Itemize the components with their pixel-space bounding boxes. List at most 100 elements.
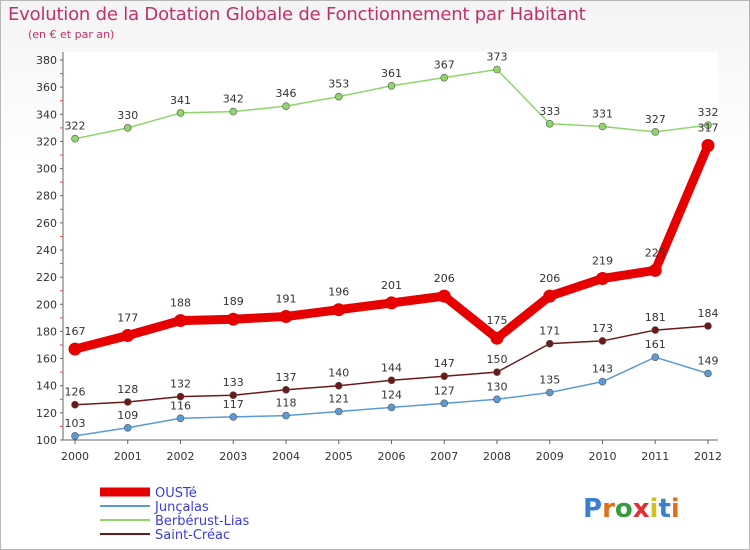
y-tick-label: 340 xyxy=(36,108,57,121)
data-point xyxy=(440,73,449,82)
legend-item: Junçalas xyxy=(100,500,209,515)
data-point xyxy=(334,381,343,390)
data-label: 191 xyxy=(276,293,297,306)
data-point xyxy=(71,400,79,409)
data-point xyxy=(229,413,238,421)
data-label: 181 xyxy=(645,311,666,324)
data-label: 331 xyxy=(592,108,613,121)
data-point xyxy=(71,432,79,440)
y-tick-label: 280 xyxy=(36,190,57,203)
data-point xyxy=(598,337,607,345)
data-label: 126 xyxy=(65,386,86,399)
data-point xyxy=(598,377,607,386)
data-label: 346 xyxy=(276,87,297,100)
y-tick-label: 120 xyxy=(36,407,57,420)
data-point xyxy=(176,414,185,423)
data-label: 206 xyxy=(434,272,455,285)
data-point xyxy=(229,391,238,400)
y-tick-label: 100 xyxy=(36,434,57,447)
y-tick-label: 260 xyxy=(36,217,57,230)
data-label: 173 xyxy=(592,322,613,335)
data-point xyxy=(123,124,132,132)
y-tick-label: 380 xyxy=(36,54,57,67)
data-point xyxy=(226,312,240,326)
y-tick-label: 220 xyxy=(36,271,57,284)
data-label: 373 xyxy=(487,51,508,64)
data-point xyxy=(282,385,290,394)
series-2: 322 330 341 342 346 353 361 367 373 333 331 327 332 xyxy=(65,51,719,143)
data-point xyxy=(437,289,451,303)
x-tick-label: 2003 xyxy=(219,450,247,463)
plot-area xyxy=(63,52,718,440)
data-label: 135 xyxy=(539,374,560,387)
y-tick-label: 180 xyxy=(36,325,57,338)
data-label: 225 xyxy=(645,246,666,259)
data-label: 130 xyxy=(487,380,508,393)
data-point xyxy=(651,128,660,136)
x-tick-label: 2012 xyxy=(694,450,722,463)
data-label: 149 xyxy=(698,355,719,368)
data-label: 177 xyxy=(117,312,138,325)
data-point xyxy=(282,411,290,420)
legend-label: OUSTé xyxy=(155,486,197,501)
logo-text: Proxiti xyxy=(583,494,680,524)
data-point xyxy=(282,102,290,110)
data-point xyxy=(543,289,557,303)
x-tick-label: 2011 xyxy=(641,450,669,463)
data-label: 121 xyxy=(328,393,349,406)
data-label: 188 xyxy=(170,297,191,310)
data-label: 109 xyxy=(117,409,138,422)
data-label: 133 xyxy=(223,376,244,389)
data-point xyxy=(648,263,662,277)
series-1: 103 109 116 117 118 121 124 127 130 135 143 161 149 xyxy=(65,338,719,440)
data-point xyxy=(229,107,238,116)
data-point xyxy=(332,303,346,317)
data-label: 144 xyxy=(381,361,402,374)
x-tick-label: 2002 xyxy=(167,450,195,463)
legend-item: OUSTé xyxy=(100,486,197,501)
data-label: 175 xyxy=(487,314,508,327)
data-point xyxy=(440,372,449,381)
data-point xyxy=(596,272,609,285)
data-label: 219 xyxy=(592,255,613,268)
axes: 100 120 140 160 180 200 220 240 260 280 300 320 340 3… xyxy=(36,52,722,463)
data-label: 361 xyxy=(381,67,402,80)
legend-item: Berbérust-Lias xyxy=(100,514,249,529)
data-point xyxy=(387,403,396,412)
x-tick-label: 2000 xyxy=(61,450,89,463)
data-point xyxy=(493,368,501,376)
data-point xyxy=(387,376,396,385)
data-label: 196 xyxy=(328,286,349,299)
legend-item: Saint-Créac xyxy=(100,528,230,543)
data-point xyxy=(704,322,712,330)
chart-title: Evolution de la Dotation Globale de Fonc… xyxy=(8,4,586,25)
x-tick-label: 2010 xyxy=(589,450,617,463)
data-point xyxy=(704,369,712,378)
data-point xyxy=(174,314,187,328)
data-label: 184 xyxy=(698,307,719,320)
x-tick-label: 2007 xyxy=(430,450,458,463)
y-tick-label: 140 xyxy=(36,380,57,393)
data-point xyxy=(68,342,82,356)
data-label: 143 xyxy=(592,363,613,376)
data-point xyxy=(651,326,660,334)
data-label: 116 xyxy=(170,399,191,412)
legend-label: Berbérust-Lias xyxy=(155,514,249,529)
data-label: 330 xyxy=(117,109,138,122)
data-label: 167 xyxy=(65,325,86,338)
data-point xyxy=(545,388,554,397)
data-label: 118 xyxy=(276,397,297,410)
data-point xyxy=(493,395,501,404)
data-point xyxy=(493,65,501,74)
data-label: 140 xyxy=(328,367,349,380)
data-point xyxy=(334,407,343,416)
x-tick-label: 2006 xyxy=(378,450,406,463)
data-label: 189 xyxy=(223,295,244,308)
data-label: 342 xyxy=(223,93,244,106)
data-label: 127 xyxy=(434,384,455,397)
data-point xyxy=(440,399,449,408)
x-tick-label: 2004 xyxy=(272,450,300,463)
series-0: 167 177 188 189 191 196 201 206 175 206 219 225 317 xyxy=(65,122,719,356)
data-point xyxy=(71,134,79,143)
data-point xyxy=(651,353,660,362)
